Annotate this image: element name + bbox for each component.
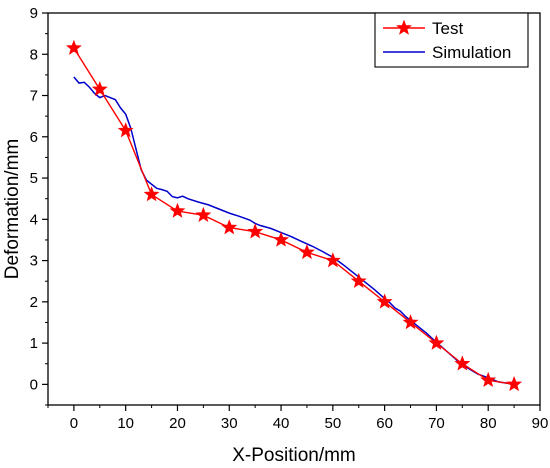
legend-marker-test: [396, 19, 412, 35]
legend-box: [374, 12, 529, 68]
data-point-test: [247, 223, 264, 239]
y-axis-title: Deformation/mm: [2, 139, 23, 279]
data-point-test: [402, 314, 419, 330]
axes: 0 10 20 30 40 50 60 70 80 90 0 1 2 3 4 5 6 7 8 9 X-Position/…: [2, 5, 548, 466]
data-point-test: [273, 231, 289, 247]
x-tick-label: 80: [480, 415, 497, 432]
data-point-test: [454, 355, 471, 371]
x-tick-label: 10: [117, 415, 134, 432]
data-point-test: [117, 122, 134, 138]
y-tick-label: 0: [30, 376, 38, 393]
y-tick-label: 9: [30, 5, 38, 22]
x-tick-label: 90: [532, 415, 549, 432]
data-point-test: [506, 376, 523, 392]
x-tick-label: 50: [324, 415, 341, 432]
data-point-test: [143, 186, 160, 202]
legend-label-test: Test: [432, 19, 463, 38]
data-point-test: [221, 219, 238, 235]
x-tick-label: 0: [70, 415, 78, 432]
data-point-test: [324, 252, 341, 268]
data-point-test: [428, 334, 445, 350]
x-tick-label: 70: [428, 415, 445, 432]
y-tick-label: 5: [30, 170, 38, 187]
data-point-test: [376, 293, 393, 309]
y-tick-label: 2: [30, 294, 38, 311]
data-point-test: [350, 272, 367, 288]
legend: Test Simulation: [374, 12, 529, 68]
series-line-test: [73, 47, 515, 386]
data-point-test: [480, 371, 497, 387]
x-tick-label: 60: [376, 415, 393, 432]
plot-area: [65, 39, 523, 392]
y-tick-label: 1: [30, 335, 38, 352]
y-tick-label: 4: [30, 211, 38, 228]
y-tick-label: 6: [30, 129, 38, 146]
x-tick-label: 30: [221, 415, 238, 432]
x-axis-title: X-Position/mm: [232, 445, 356, 466]
data-point-test: [91, 81, 108, 97]
y-tick-label: 3: [30, 253, 38, 270]
y-tick-label: 8: [30, 46, 38, 63]
data-point-test: [195, 206, 212, 222]
plot-frame: [47, 12, 541, 406]
data-point-test: [169, 202, 186, 218]
y-tick-label: 7: [30, 88, 38, 105]
x-tick-label: 40: [273, 415, 290, 432]
data-point-test: [65, 39, 82, 55]
series-line-simulation: [73, 76, 515, 386]
legend-label-simulation: Simulation: [432, 43, 511, 62]
data-point-test: [299, 243, 315, 260]
x-tick-label: 20: [169, 415, 186, 432]
